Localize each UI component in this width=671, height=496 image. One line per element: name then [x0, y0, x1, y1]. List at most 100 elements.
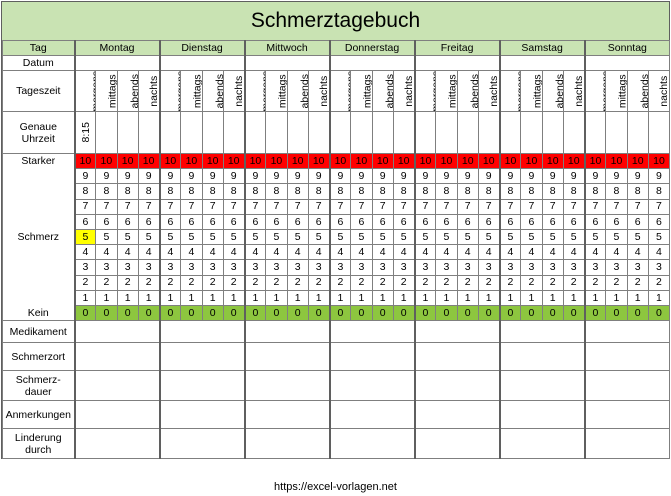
pain-level-cell[interactable]: 0 — [562, 304, 586, 322]
pain-level-cell[interactable]: 0 — [222, 304, 246, 322]
time-input[interactable] — [647, 111, 671, 154]
medication-field[interactable] — [413, 320, 501, 344]
pain-level-cell[interactable]: 9 — [520, 168, 543, 185]
pain-duration-field[interactable] — [243, 370, 331, 402]
pain-level-cell[interactable]: 2 — [307, 274, 331, 291]
pain-level-cell[interactable]: 1 — [328, 289, 352, 306]
pain-level-cell[interactable]: 0 — [520, 304, 543, 322]
time-input[interactable] — [222, 111, 246, 154]
pain-level-cell[interactable]: 10 — [158, 152, 182, 170]
pain-level-cell[interactable]: 9 — [562, 168, 586, 185]
pain-level-cell[interactable]: 3 — [243, 259, 267, 276]
pain-level-cell[interactable]: 5 — [413, 228, 437, 246]
pain-level-cell[interactable]: 2 — [562, 274, 586, 291]
pain-level-cell[interactable]: 6 — [158, 213, 182, 230]
time-input[interactable] — [541, 111, 564, 154]
pain-level-cell[interactable]: 4 — [498, 244, 522, 261]
pain-level-cell[interactable]: 7 — [307, 198, 331, 215]
pain-level-cell[interactable]: 9 — [647, 168, 671, 185]
pain-level-cell[interactable]: 2 — [626, 274, 649, 291]
pain-level-cell[interactable]: 5 — [562, 228, 586, 246]
pain-level-cell[interactable]: 10 — [73, 152, 97, 170]
pain-level-cell[interactable]: 10 — [137, 152, 161, 170]
pain-level-cell[interactable]: 2 — [456, 274, 479, 291]
pain-level-cell[interactable]: 4 — [73, 244, 97, 261]
pain-level-cell[interactable]: 1 — [73, 289, 97, 306]
pain-level-cell[interactable]: 7 — [73, 198, 97, 215]
pain-level-cell[interactable]: 0 — [371, 304, 394, 322]
pain-level-cell[interactable]: 10 — [413, 152, 437, 170]
pain-level-cell[interactable]: 4 — [328, 244, 352, 261]
pain-level-cell[interactable]: 2 — [520, 274, 543, 291]
pain-level-cell[interactable]: 2 — [392, 274, 416, 291]
pain-level-cell[interactable]: 10 — [371, 152, 394, 170]
date-field[interactable] — [583, 55, 671, 71]
pain-level-cell[interactable]: 1 — [95, 289, 118, 306]
pain-level-cell[interactable]: 5 — [626, 228, 649, 246]
relief-field[interactable] — [158, 428, 246, 460]
pain-level-cell[interactable]: 6 — [647, 213, 671, 230]
pain-level-cell[interactable]: 8 — [626, 183, 649, 200]
pain-level-cell[interactable]: 2 — [243, 274, 267, 291]
pain-level-cell[interactable]: 3 — [307, 259, 331, 276]
pain-level-cell[interactable]: 2 — [222, 274, 246, 291]
notes-field[interactable] — [328, 400, 416, 430]
pain-level-cell[interactable]: 4 — [456, 244, 479, 261]
pain-level-cell[interactable]: 4 — [371, 244, 394, 261]
pain-level-cell[interactable]: 10 — [243, 152, 267, 170]
pain-level-cell[interactable]: 6 — [180, 213, 203, 230]
date-field[interactable] — [158, 55, 246, 71]
pain-level-cell[interactable]: 1 — [201, 289, 224, 306]
pain-level-cell[interactable]: 9 — [371, 168, 394, 185]
pain-level-cell[interactable]: 6 — [243, 213, 267, 230]
pain-level-cell[interactable]: 0 — [541, 304, 564, 322]
pain-location-field[interactable] — [73, 342, 161, 372]
pain-level-cell[interactable]: 9 — [137, 168, 161, 185]
pain-level-cell[interactable]: 1 — [626, 289, 649, 306]
time-input[interactable] — [605, 111, 628, 154]
relief-field[interactable] — [498, 428, 586, 460]
pain-location-field[interactable] — [328, 342, 416, 372]
pain-level-cell[interactable]: 9 — [116, 168, 139, 185]
pain-level-cell[interactable]: 5 — [222, 228, 246, 246]
time-input[interactable] — [498, 111, 522, 154]
pain-level-cell[interactable]: 0 — [73, 304, 97, 322]
pain-level-cell[interactable]: 7 — [243, 198, 267, 215]
pain-level-cell[interactable]: 8 — [371, 183, 394, 200]
pain-level-cell[interactable]: 1 — [605, 289, 628, 306]
pain-level-cell[interactable]: 6 — [626, 213, 649, 230]
pain-level-cell[interactable]: 7 — [350, 198, 373, 215]
pain-level-cell[interactable]: 2 — [413, 274, 437, 291]
pain-level-cell[interactable]: 2 — [350, 274, 373, 291]
pain-level-cell[interactable]: 6 — [286, 213, 309, 230]
pain-level-cell[interactable]: 7 — [180, 198, 203, 215]
pain-level-cell[interactable]: 8 — [95, 183, 118, 200]
pain-level-cell[interactable]: 6 — [307, 213, 331, 230]
pain-level-cell[interactable]: 10 — [498, 152, 522, 170]
pain-level-cell[interactable]: 5 — [498, 228, 522, 246]
pain-level-cell[interactable]: 7 — [413, 198, 437, 215]
pain-level-cell[interactable]: 10 — [541, 152, 564, 170]
pain-level-cell[interactable]: 5 — [392, 228, 416, 246]
pain-level-cell[interactable]: 3 — [371, 259, 394, 276]
pain-level-cell[interactable]: 4 — [137, 244, 161, 261]
pain-level-cell[interactable]: 6 — [498, 213, 522, 230]
pain-level-cell[interactable]: 0 — [243, 304, 267, 322]
relief-field[interactable] — [73, 428, 161, 460]
pain-level-cell[interactable]: 4 — [605, 244, 628, 261]
pain-level-cell[interactable]: 6 — [201, 213, 224, 230]
pain-level-cell[interactable]: 8 — [243, 183, 267, 200]
pain-level-cell[interactable]: 2 — [605, 274, 628, 291]
pain-level-cell[interactable]: 4 — [116, 244, 139, 261]
pain-level-cell[interactable]: 2 — [201, 274, 224, 291]
pain-level-cell[interactable]: 1 — [498, 289, 522, 306]
pain-level-cell[interactable]: 0 — [350, 304, 373, 322]
pain-level-cell[interactable]: 6 — [137, 213, 161, 230]
pain-level-cell[interactable]: 4 — [413, 244, 437, 261]
pain-level-cell[interactable]: 4 — [477, 244, 501, 261]
pain-level-cell[interactable]: 5 — [520, 228, 543, 246]
medication-field[interactable] — [243, 320, 331, 344]
pain-level-cell[interactable]: 7 — [265, 198, 288, 215]
pain-level-cell[interactable]: 3 — [392, 259, 416, 276]
pain-level-cell[interactable]: 0 — [265, 304, 288, 322]
